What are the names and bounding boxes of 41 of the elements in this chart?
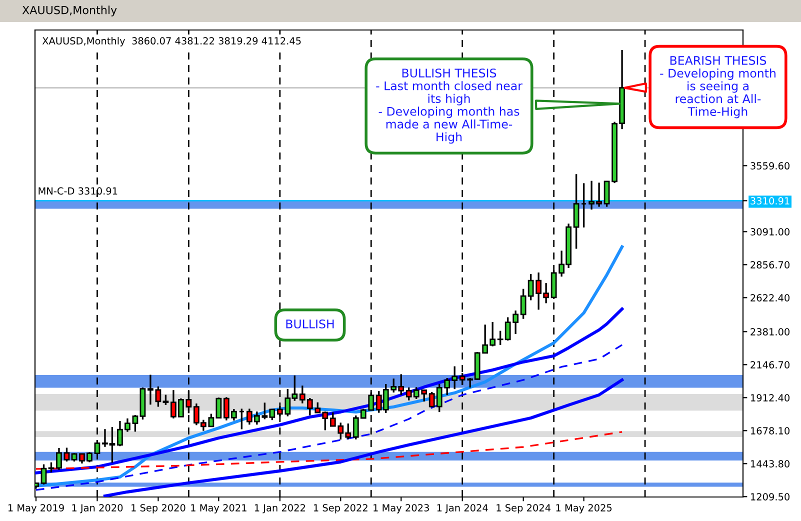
x-tick-label: 1 May 2025 bbox=[556, 504, 612, 514]
x-tick-label: 1 Sep 2020 bbox=[132, 504, 186, 514]
candlestick bbox=[155, 386, 162, 408]
ref-line-label: MN-C-D 3310.91 bbox=[38, 187, 118, 195]
x-tick-label: 1 May 2023 bbox=[374, 504, 429, 514]
annotation: BULLISH bbox=[286, 319, 334, 328]
line-series bbox=[35, 344, 623, 491]
candlestick bbox=[64, 446, 70, 462]
x-tick-label: 1 May 2019 bbox=[8, 504, 64, 514]
annotation: BEARISH THESIS - Developing month is seeing a reaction at All- Time-High bbox=[660, 56, 776, 118]
candlestick bbox=[573, 173, 580, 250]
x-tick-label: 1 Jan 2024 bbox=[437, 504, 488, 514]
annotation: BULLISH THESIS - Last month closed near its high - Developing month has made a new All-Time- High bbox=[376, 68, 522, 144]
line-series bbox=[35, 245, 624, 488]
line-series bbox=[35, 431, 623, 470]
x-tick-label: 1 Jan 2020 bbox=[72, 504, 123, 514]
candlestick bbox=[132, 414, 138, 432]
y-tick-label: 1443.80 bbox=[751, 460, 790, 468]
y-tick-label: 2381.00 bbox=[750, 328, 790, 336]
chart-title: XAUUSD,Monthly bbox=[22, 6, 117, 16]
y-tick-label: 3091.00 bbox=[750, 228, 790, 236]
y-tick-label: 1209.50 bbox=[751, 493, 790, 500]
y-tick-label: 2146.70 bbox=[750, 361, 790, 368]
x-tick-label: 1 May 2021 bbox=[191, 504, 246, 514]
y-tick-label: 2856.70 bbox=[750, 261, 790, 268]
line-series bbox=[35, 307, 624, 474]
candlestick bbox=[56, 447, 62, 471]
candlestick bbox=[604, 180, 610, 208]
x-tick-label: 1 Sep 2022 bbox=[314, 504, 368, 514]
y-tick-label: 3559.60 bbox=[750, 162, 790, 170]
candlestick bbox=[40, 463, 47, 486]
candlestick bbox=[162, 394, 169, 406]
y-tick-label: 3310.91 bbox=[750, 197, 790, 205]
y-tick-label: 2622.40 bbox=[750, 294, 790, 302]
candlestick bbox=[148, 374, 154, 406]
line-series bbox=[103, 378, 624, 497]
y-tick-label: 1678.10 bbox=[751, 427, 790, 434]
y-tick-label: 1912.40 bbox=[751, 394, 790, 402]
x-tick-label: 1 Jan 2022 bbox=[254, 504, 305, 514]
text: XAUUSD,Monthly 3860.07 4381.22 3819.29 4112.45 bbox=[42, 37, 301, 46]
x-tick-label: 1 Sep 2024 bbox=[496, 504, 550, 514]
